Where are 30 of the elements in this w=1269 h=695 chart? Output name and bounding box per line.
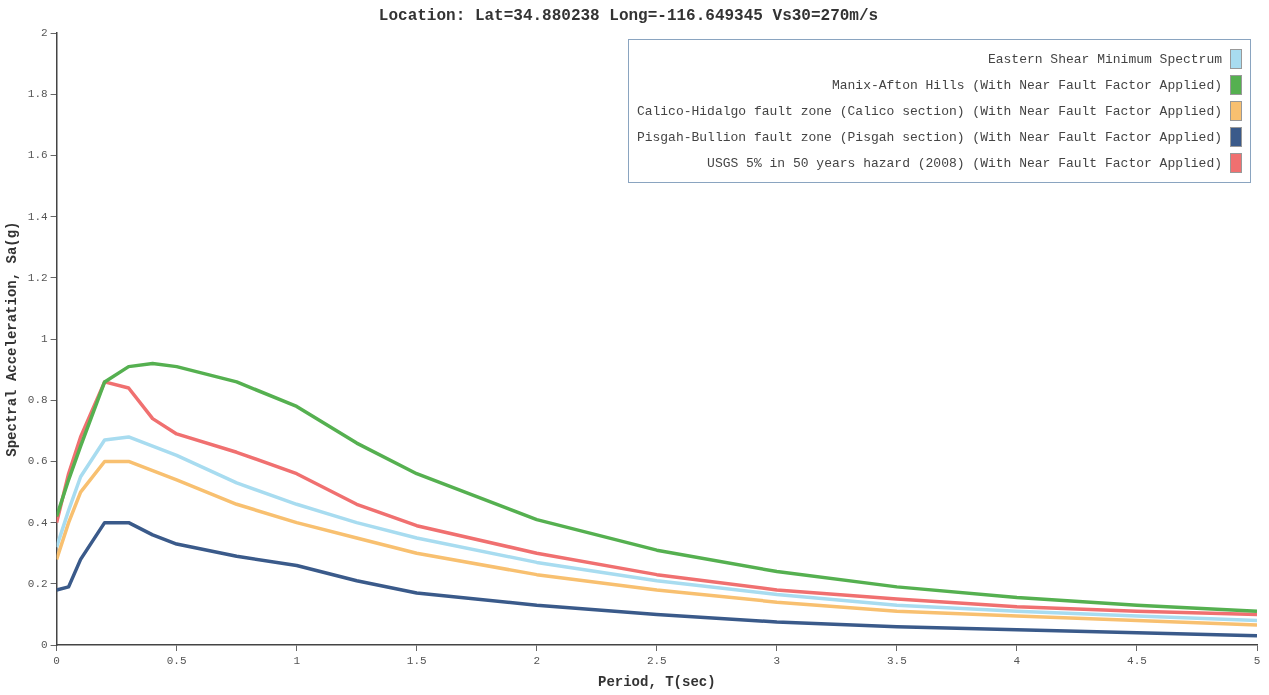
x-tick-label: 0.5 [166, 654, 187, 667]
y-axis-title: Spectral Acceleration, Sa(g) [3, 221, 20, 457]
y-tick-label: 0.2 [27, 577, 48, 590]
x-tick-label: 1.5 [406, 654, 427, 667]
y-tick-label: 0.6 [27, 455, 48, 468]
x-tick-label: 4 [1013, 654, 1021, 667]
y-tick-label: 1.2 [27, 271, 48, 284]
x-tick-label: 5 [1253, 654, 1261, 667]
x-tick-label: 1 [293, 654, 301, 667]
x-tick-label: 3.5 [886, 654, 907, 667]
legend-label: Calico-Hidalgo fault zone (Calico section) (With Near Fault Factor Applied) [636, 103, 1222, 119]
y-tick-label: 1.4 [27, 210, 48, 223]
y-tick-label: 0.4 [27, 516, 48, 529]
legend-label: Pisgah-Bullion fault zone (Pisgah section) (With Near Fault Factor Applied) [636, 129, 1222, 145]
y-tick-label: 0.8 [27, 394, 48, 407]
legend-label: Eastern Shear Minimum Spectrum [987, 51, 1222, 67]
chart-title: Location: Lat=34.880238 Long=-116.649345 Vs30=270m/s [378, 6, 879, 25]
x-tick-label: 0 [53, 654, 60, 667]
x-tick-label: 2 [533, 654, 541, 667]
x-tick-label: 2.5 [646, 654, 667, 667]
y-tick-label: 0 [40, 638, 48, 651]
x-tick-label: 3 [773, 654, 781, 667]
x-axis-title: Period, T(sec) [597, 674, 716, 691]
x-tick-label: 4.5 [1127, 654, 1147, 667]
legend-label: Manix-Afton Hills (With Near Fault Factor Applied) [831, 77, 1222, 93]
y-tick-label: 1.8 [27, 88, 48, 101]
y-tick-label: 2 [40, 27, 48, 40]
y-tick-label: 1 [40, 333, 48, 346]
y-tick-label: 1.6 [27, 149, 48, 162]
legend-label: USGS 5% in 50 years hazard (2008) (With Near Fault Factor Applied) [707, 155, 1222, 171]
